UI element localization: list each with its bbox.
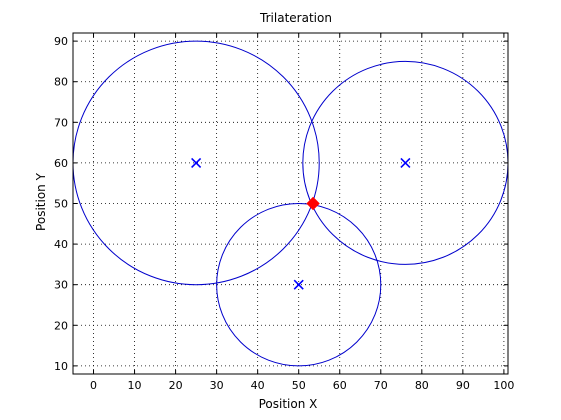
estimated-position-marker (306, 196, 320, 211)
y-tick-label: 10 (54, 360, 68, 373)
y-tick-label: 20 (54, 319, 68, 332)
x-tick-label: 90 (456, 379, 470, 392)
x-tick-label: 100 (493, 379, 514, 392)
x-tick-label: 0 (90, 379, 97, 392)
y-tick-label: 60 (54, 157, 68, 170)
anchor-marker (400, 157, 411, 168)
y-tick-label: 50 (54, 198, 68, 211)
y-tick-label: 30 (54, 279, 68, 292)
range-circle (216, 203, 382, 367)
x-tick-label: 20 (169, 379, 183, 392)
x-axis-label: Position X (259, 397, 318, 411)
tick-layer: 0 10 20 30 40 50 60 70 80 90 100 10 20 30 40 50 60 70 80 90 (54, 33, 514, 392)
y-tick-label: 90 (54, 35, 68, 48)
x-tick-label: 70 (374, 379, 388, 392)
x-tick-label: 40 (251, 379, 265, 392)
y-tick-label: 70 (54, 116, 68, 129)
x-tick-label: 10 (128, 379, 142, 392)
chart-title: Trilateration (259, 11, 332, 25)
y-axis-label: Position Y (34, 172, 48, 231)
circle-layer (72, 40, 509, 367)
x-tick-label: 60 (333, 379, 347, 392)
x-tick-label: 50 (292, 379, 306, 392)
marker-layer (191, 157, 411, 290)
anchor-marker (293, 279, 304, 290)
y-tick-label: 40 (54, 238, 68, 251)
grid-layer (73, 33, 508, 374)
y-tick-label: 80 (54, 76, 68, 89)
x-tick-label: 30 (210, 379, 224, 392)
anchor-marker (191, 157, 202, 168)
x-tick-label: 80 (415, 379, 429, 392)
